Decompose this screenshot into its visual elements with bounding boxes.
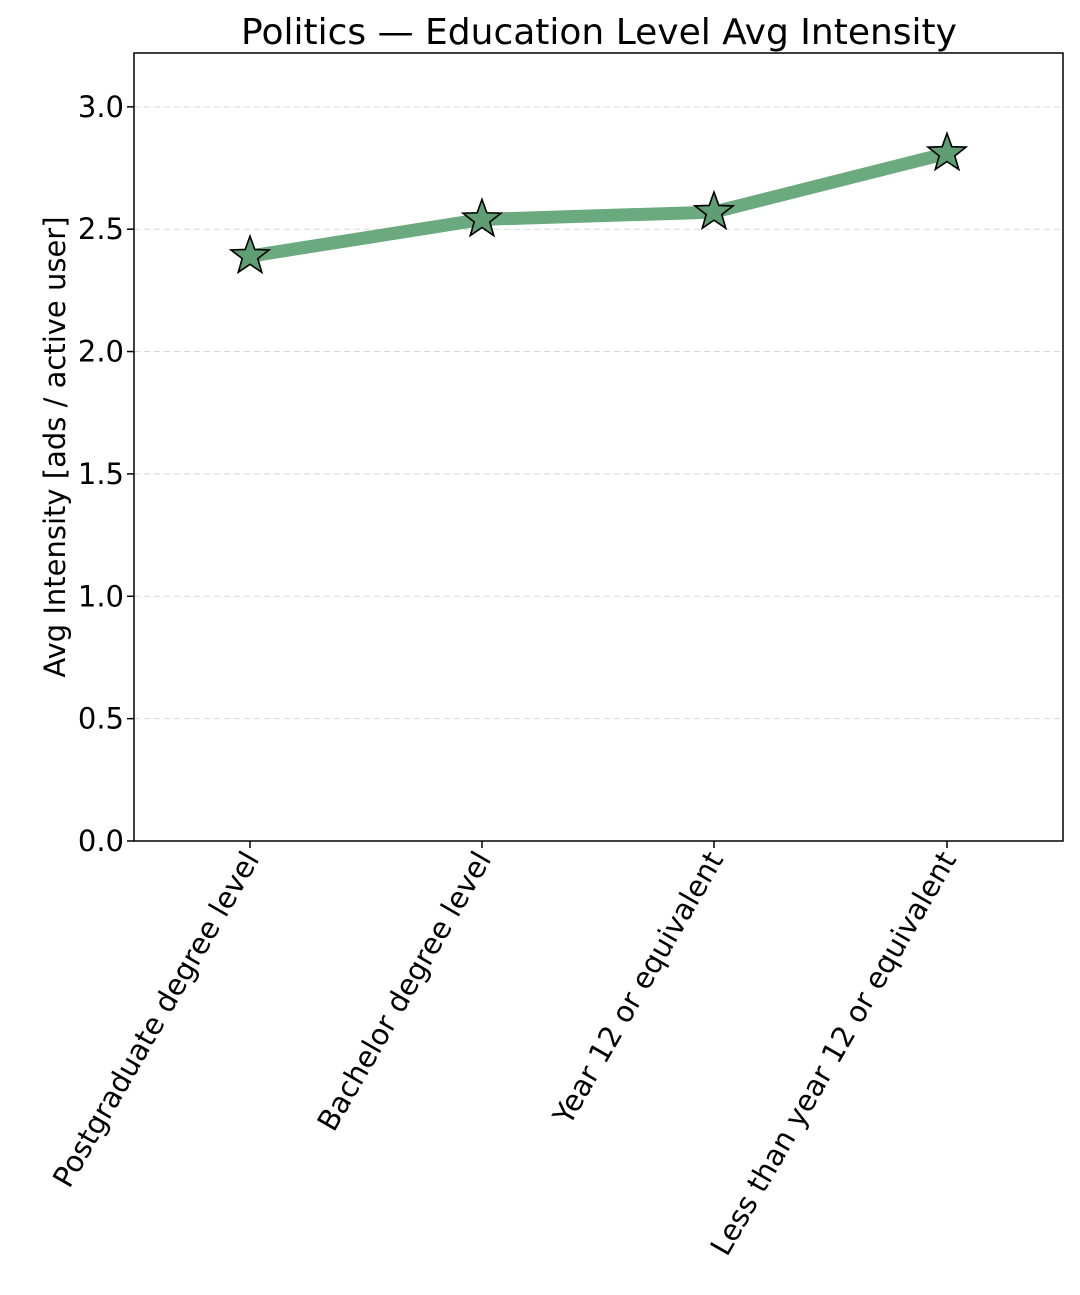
x-tick-label: Bachelor degree level	[310, 846, 498, 1137]
data-point-marker	[460, 197, 504, 238]
x-axis: Postgraduate degree level Bachelor degree…	[46, 841, 963, 1261]
y-tick-label: 0.5	[78, 702, 124, 736]
y-tick-label: 1.0	[78, 579, 124, 613]
chart-title: Politics — Education Level Avg Intensity	[241, 12, 957, 53]
data-point-marker	[692, 189, 736, 231]
y-axis: 0.0 0.5 1.0 1.5 2.0 2.5 3.0	[78, 90, 134, 858]
x-tick-label: Postgraduate degree level	[46, 846, 266, 1193]
data-point-marker	[925, 130, 969, 172]
y-tick-label: 0.0	[78, 824, 124, 858]
grid-lines	[134, 106, 1063, 720]
y-axis-label: Avg Intensity [ads / active user]	[38, 216, 72, 677]
x-tick-label: Less than year 12 or equivalent	[704, 846, 964, 1262]
plot-frame	[133, 52, 1064, 842]
plot-series	[228, 130, 969, 275]
y-tick-label: 3.0	[78, 90, 124, 124]
x-tick-label: Year 12 or equivalent	[546, 846, 730, 1131]
y-tick-label: 1.5	[78, 457, 124, 491]
data-point-marker	[228, 233, 272, 275]
series-line	[248, 147, 949, 263]
y-tick-label: 2.5	[78, 212, 124, 246]
y-tick-label: 2.0	[78, 335, 124, 369]
